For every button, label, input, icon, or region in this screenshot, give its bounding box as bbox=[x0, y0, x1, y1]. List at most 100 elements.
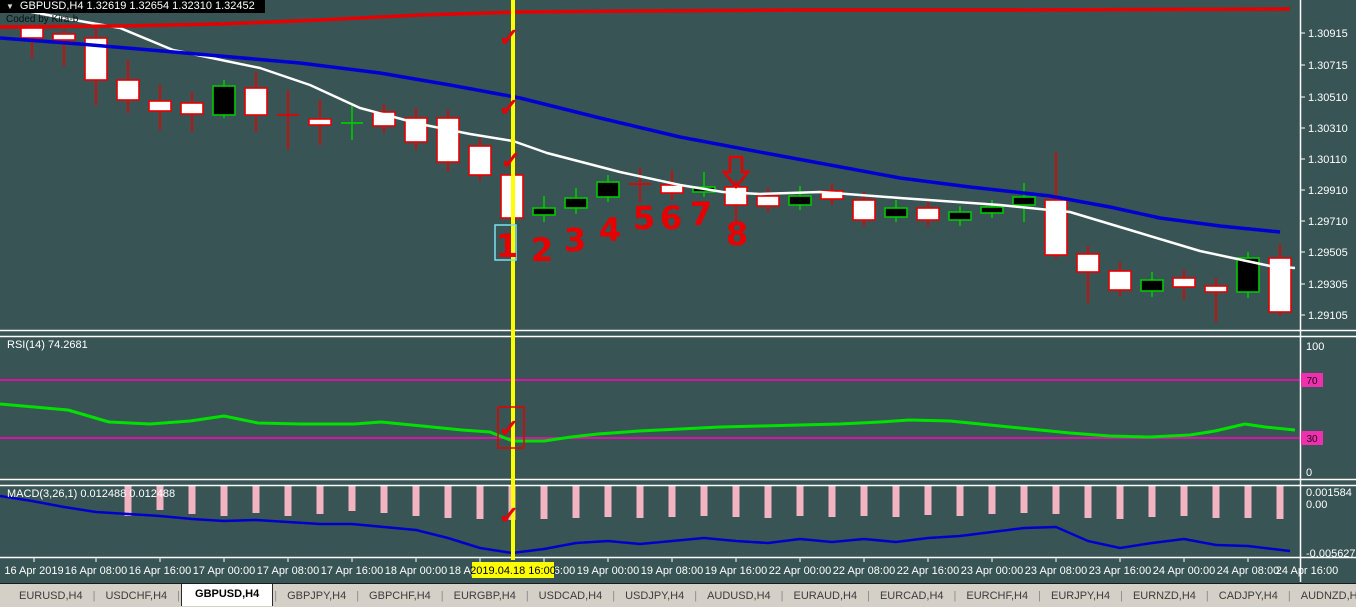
tab-separator: | bbox=[440, 589, 444, 602]
candlestick-body bbox=[724, 186, 748, 206]
candlestick-body bbox=[916, 207, 940, 221]
time-axis-label: 17 Apr 08:00 bbox=[257, 565, 319, 577]
candlestick-body bbox=[948, 211, 972, 221]
check-mark-icon: ✓ bbox=[501, 147, 522, 175]
tab-separator: | bbox=[694, 589, 698, 602]
time-axis-label: 19 Apr 00:00 bbox=[577, 565, 639, 577]
price-axis-label: 1.30510 bbox=[1308, 92, 1348, 104]
signal-highlight-box bbox=[494, 224, 517, 261]
candlestick-body bbox=[532, 207, 556, 216]
rsi-signal-box bbox=[497, 406, 525, 449]
macd-axis-label: 0.001584 bbox=[1306, 487, 1352, 499]
macd-histogram-bar bbox=[988, 486, 996, 514]
tab-GBPJPY-H4[interactable]: GBPJPY,H4 bbox=[287, 589, 347, 602]
tab-EURCAD-H4[interactable]: EURCAD,H4 bbox=[879, 589, 944, 602]
macd-histogram-bar bbox=[700, 486, 708, 516]
price-axis-label: 1.30915 bbox=[1308, 28, 1348, 40]
sequence-number: 8 bbox=[726, 215, 748, 253]
tab-AUDNZD-H[interactable]: AUDNZD,H bbox=[1300, 589, 1356, 602]
macd-histogram-bar bbox=[476, 486, 484, 519]
macd-histogram-bar bbox=[348, 486, 356, 511]
candlestick-body bbox=[244, 87, 268, 116]
macd-histogram-bar bbox=[444, 486, 452, 518]
sequence-number: 5 bbox=[633, 199, 655, 237]
macd-histogram-bar bbox=[252, 486, 260, 513]
candlestick-body bbox=[20, 27, 44, 39]
candlestick-body bbox=[212, 85, 236, 116]
time-axis-label: 16 Apr 08:00 bbox=[65, 565, 127, 577]
rsi-level-badge bbox=[1301, 373, 1323, 387]
tab-EURUSD-H4[interactable]: EURUSD,H4 bbox=[19, 589, 83, 602]
sequence-number: 1 bbox=[496, 227, 518, 265]
tab-EURJPY-H4[interactable]: EURJPY,H4 bbox=[1050, 589, 1111, 602]
tab-EURCHF-H4[interactable]: EURCHF,H4 bbox=[966, 589, 1029, 602]
price-axis-label: 1.30715 bbox=[1308, 60, 1348, 72]
macd-indicator-label: MACD(3,26,1) 0.012488 0.012488 bbox=[7, 488, 176, 500]
macd-histogram-bar bbox=[188, 486, 196, 514]
chart-tab-bar: EURUSD,H4 | USDCHF,H4 | GBPUSD,H4 | GBPJPY,H4 |… bbox=[0, 583, 1356, 607]
macd-histogram-bar bbox=[956, 486, 964, 516]
macd-histogram-bar bbox=[1148, 486, 1156, 517]
macd-histogram-bar bbox=[764, 486, 772, 518]
white-ma-line bbox=[0, 4, 1296, 270]
macd-histogram-bar bbox=[732, 486, 740, 517]
chart-watermark: Coded by Kira-b bbox=[6, 14, 79, 25]
candlestick-body bbox=[1012, 196, 1036, 206]
macd-axis-label: 0.00 bbox=[1306, 499, 1327, 511]
rsi-level-label: 30 bbox=[1306, 434, 1318, 445]
price-axis-label: 1.29305 bbox=[1308, 279, 1348, 291]
chart-canvas[interactable]: ✓ ✓ ✓ ✓ ✓ 1 2 3 4 5 6 7 8 1.30915 1.30715 1.30510 1.3031… bbox=[0, 0, 1356, 583]
candlestick-body bbox=[148, 100, 172, 112]
candlestick-body bbox=[1140, 279, 1164, 292]
macd-histogram-bar bbox=[540, 486, 548, 519]
tab-EURGBP-H4[interactable]: EURGBP,H4 bbox=[453, 589, 516, 602]
check-mark-icon: ✓ bbox=[499, 94, 520, 122]
macd-histogram-bar bbox=[572, 486, 580, 518]
tab-AUDUSD-H4[interactable]: AUDUSD,H4 bbox=[707, 589, 771, 602]
tab-EURNZD-H4[interactable]: EURNZD,H4 bbox=[1132, 589, 1196, 602]
time-axis-label: 23 Apr 00:00 bbox=[961, 565, 1023, 577]
tab-separator: | bbox=[356, 589, 360, 602]
macd-histogram-bar bbox=[1180, 486, 1188, 516]
tab-separator: | bbox=[1287, 589, 1291, 602]
time-axis-label: 22 Apr 16:00 bbox=[897, 565, 959, 577]
macd-histogram-bar bbox=[284, 486, 292, 516]
macd-line bbox=[0, 494, 1291, 555]
candlestick-body bbox=[1236, 257, 1260, 293]
macd-histogram-bar bbox=[220, 486, 228, 516]
tab-CADJPY-H4[interactable]: CADJPY,H4 bbox=[1218, 589, 1278, 602]
candlestick-body bbox=[1076, 253, 1100, 273]
time-axis-label: 19 Apr 16:00 bbox=[705, 565, 767, 577]
candlestick-body bbox=[788, 195, 812, 206]
candlestick-body bbox=[468, 145, 492, 176]
macd-histogram-bar bbox=[604, 486, 612, 517]
time-axis-label: 16 Apr 2019 bbox=[4, 565, 63, 577]
candlestick-body bbox=[84, 37, 108, 81]
tab-USDCHF-H4[interactable]: USDCHF,H4 bbox=[105, 589, 168, 602]
tab-USDCAD-H4[interactable]: USDCAD,H4 bbox=[538, 589, 603, 602]
macd-histogram-bar bbox=[796, 486, 804, 516]
tab-EURAUD-H4[interactable]: EURAUD,H4 bbox=[793, 589, 858, 602]
tab-USDJPY-H4[interactable]: USDJPY,H4 bbox=[625, 589, 685, 602]
symbol-dropdown-icon[interactable]: ▼ bbox=[6, 2, 14, 11]
rsi-indicator-label: RSI(14) 74.2681 bbox=[7, 339, 88, 351]
tab-GBPCHF-H4[interactable]: GBPCHF,H4 bbox=[369, 589, 431, 602]
candlestick-body bbox=[980, 206, 1004, 214]
rsi-level-label: 70 bbox=[1306, 376, 1318, 387]
chart-drawing: ✓ ✓ ✓ ✓ ✓ 1 2 3 4 5 6 78 1.30915 1.30715 1.30510 1.3031… bbox=[0, 0, 1356, 582]
macd-histogram-bar bbox=[1052, 486, 1060, 514]
macd-histogram-bar bbox=[1276, 486, 1284, 519]
candlestick-body bbox=[1204, 285, 1228, 293]
sequence-number: 2 bbox=[531, 231, 553, 269]
cursor-time-badge bbox=[472, 562, 554, 578]
tab-separator: | bbox=[612, 589, 616, 602]
time-axis-label: 17 Apr 00:00 bbox=[193, 565, 255, 577]
macd-histogram-bar bbox=[380, 486, 388, 513]
candlestick-body bbox=[660, 184, 684, 194]
tab-separator: | bbox=[1120, 589, 1123, 602]
chart-title-bar: ▼ GBPUSD,H4 1.32619 1.32654 1.32310 1.324… bbox=[0, 0, 265, 13]
price-axis-label: 1.30110 bbox=[1308, 154, 1347, 166]
tab-GBPUSD-H4[interactable]: GBPUSD,H4 bbox=[181, 584, 274, 606]
price-axis-label: 1.29105 bbox=[1308, 310, 1348, 322]
sequence-number: 6 bbox=[660, 199, 682, 237]
